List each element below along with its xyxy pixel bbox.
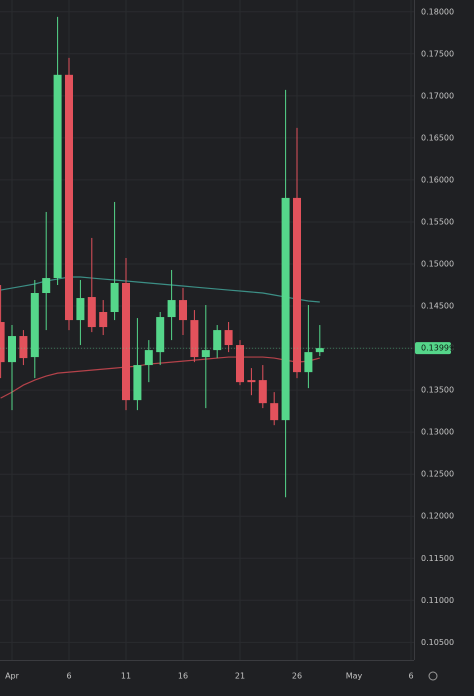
candle-body bbox=[0, 322, 5, 363]
x-tick-label: Apr bbox=[5, 672, 20, 681]
y-tick-label: 0.16500 bbox=[421, 133, 454, 142]
candle-body bbox=[167, 300, 176, 318]
x-tick-label: 16 bbox=[178, 672, 188, 681]
candle-body bbox=[236, 345, 244, 383]
candle-body bbox=[53, 74, 62, 279]
y-tick-label: 0.17000 bbox=[421, 91, 454, 100]
x-tick-label: 21 bbox=[235, 672, 245, 681]
y-tick-label: 0.11500 bbox=[421, 554, 454, 563]
candle-body bbox=[76, 298, 85, 321]
candle-body bbox=[65, 74, 73, 321]
candle-body bbox=[258, 380, 267, 404]
candle-body bbox=[42, 278, 51, 294]
y-tick-label: 0.12500 bbox=[421, 470, 454, 479]
axes: 0.10500 0.11000 0.11500 0.12000 0.12500 0.130… bbox=[5, 7, 454, 680]
settings-icon[interactable] bbox=[428, 671, 438, 681]
candle-body bbox=[224, 330, 233, 346]
candle-body bbox=[8, 336, 16, 363]
moving-average-line bbox=[0, 276, 320, 303]
candle-body bbox=[304, 352, 313, 373]
x-tick-label: 26 bbox=[292, 672, 302, 681]
candle-body bbox=[30, 293, 39, 358]
candle-body bbox=[122, 283, 130, 401]
candle-body bbox=[19, 336, 28, 359]
candle-body bbox=[270, 403, 279, 421]
y-tick-label: 0.12000 bbox=[421, 512, 454, 521]
candle-body bbox=[99, 312, 108, 328]
candle-body bbox=[293, 197, 301, 373]
candle-body bbox=[110, 283, 119, 313]
candle-body bbox=[144, 350, 153, 366]
y-tick-label: 0.18000 bbox=[421, 7, 454, 16]
x-tick-label: May bbox=[346, 672, 363, 681]
candle-body bbox=[201, 350, 210, 358]
y-tick-label: 0.16000 bbox=[421, 175, 454, 184]
candle-body bbox=[133, 365, 142, 401]
candle-body bbox=[179, 300, 187, 321]
y-tick-label: 0.17500 bbox=[421, 49, 454, 58]
last-price-badge bbox=[415, 342, 451, 355]
candle-body bbox=[315, 348, 324, 353]
plot-area bbox=[0, 16, 414, 498]
x-tick-label: 6 bbox=[408, 672, 413, 681]
y-tick-label: 0.10500 bbox=[421, 638, 454, 647]
candle-body bbox=[213, 330, 222, 351]
y-tick-label: 0.15500 bbox=[421, 217, 454, 226]
y-tick-label: 0.15000 bbox=[421, 260, 454, 269]
x-tick-label: 6 bbox=[66, 672, 71, 681]
candle-body bbox=[281, 197, 290, 421]
y-tick-label: 0.13000 bbox=[421, 428, 454, 437]
y-tick-label: 0.13500 bbox=[421, 386, 454, 395]
y-tick-label: 0.11000 bbox=[421, 596, 454, 605]
candle-body bbox=[190, 320, 199, 358]
candle-body bbox=[247, 380, 256, 383]
candle-body bbox=[156, 317, 165, 353]
x-tick-label: 11 bbox=[121, 672, 131, 681]
candle-body bbox=[87, 297, 96, 328]
y-tick-label: 0.14500 bbox=[421, 302, 454, 311]
last-price-label: 0.13999 bbox=[421, 344, 454, 353]
